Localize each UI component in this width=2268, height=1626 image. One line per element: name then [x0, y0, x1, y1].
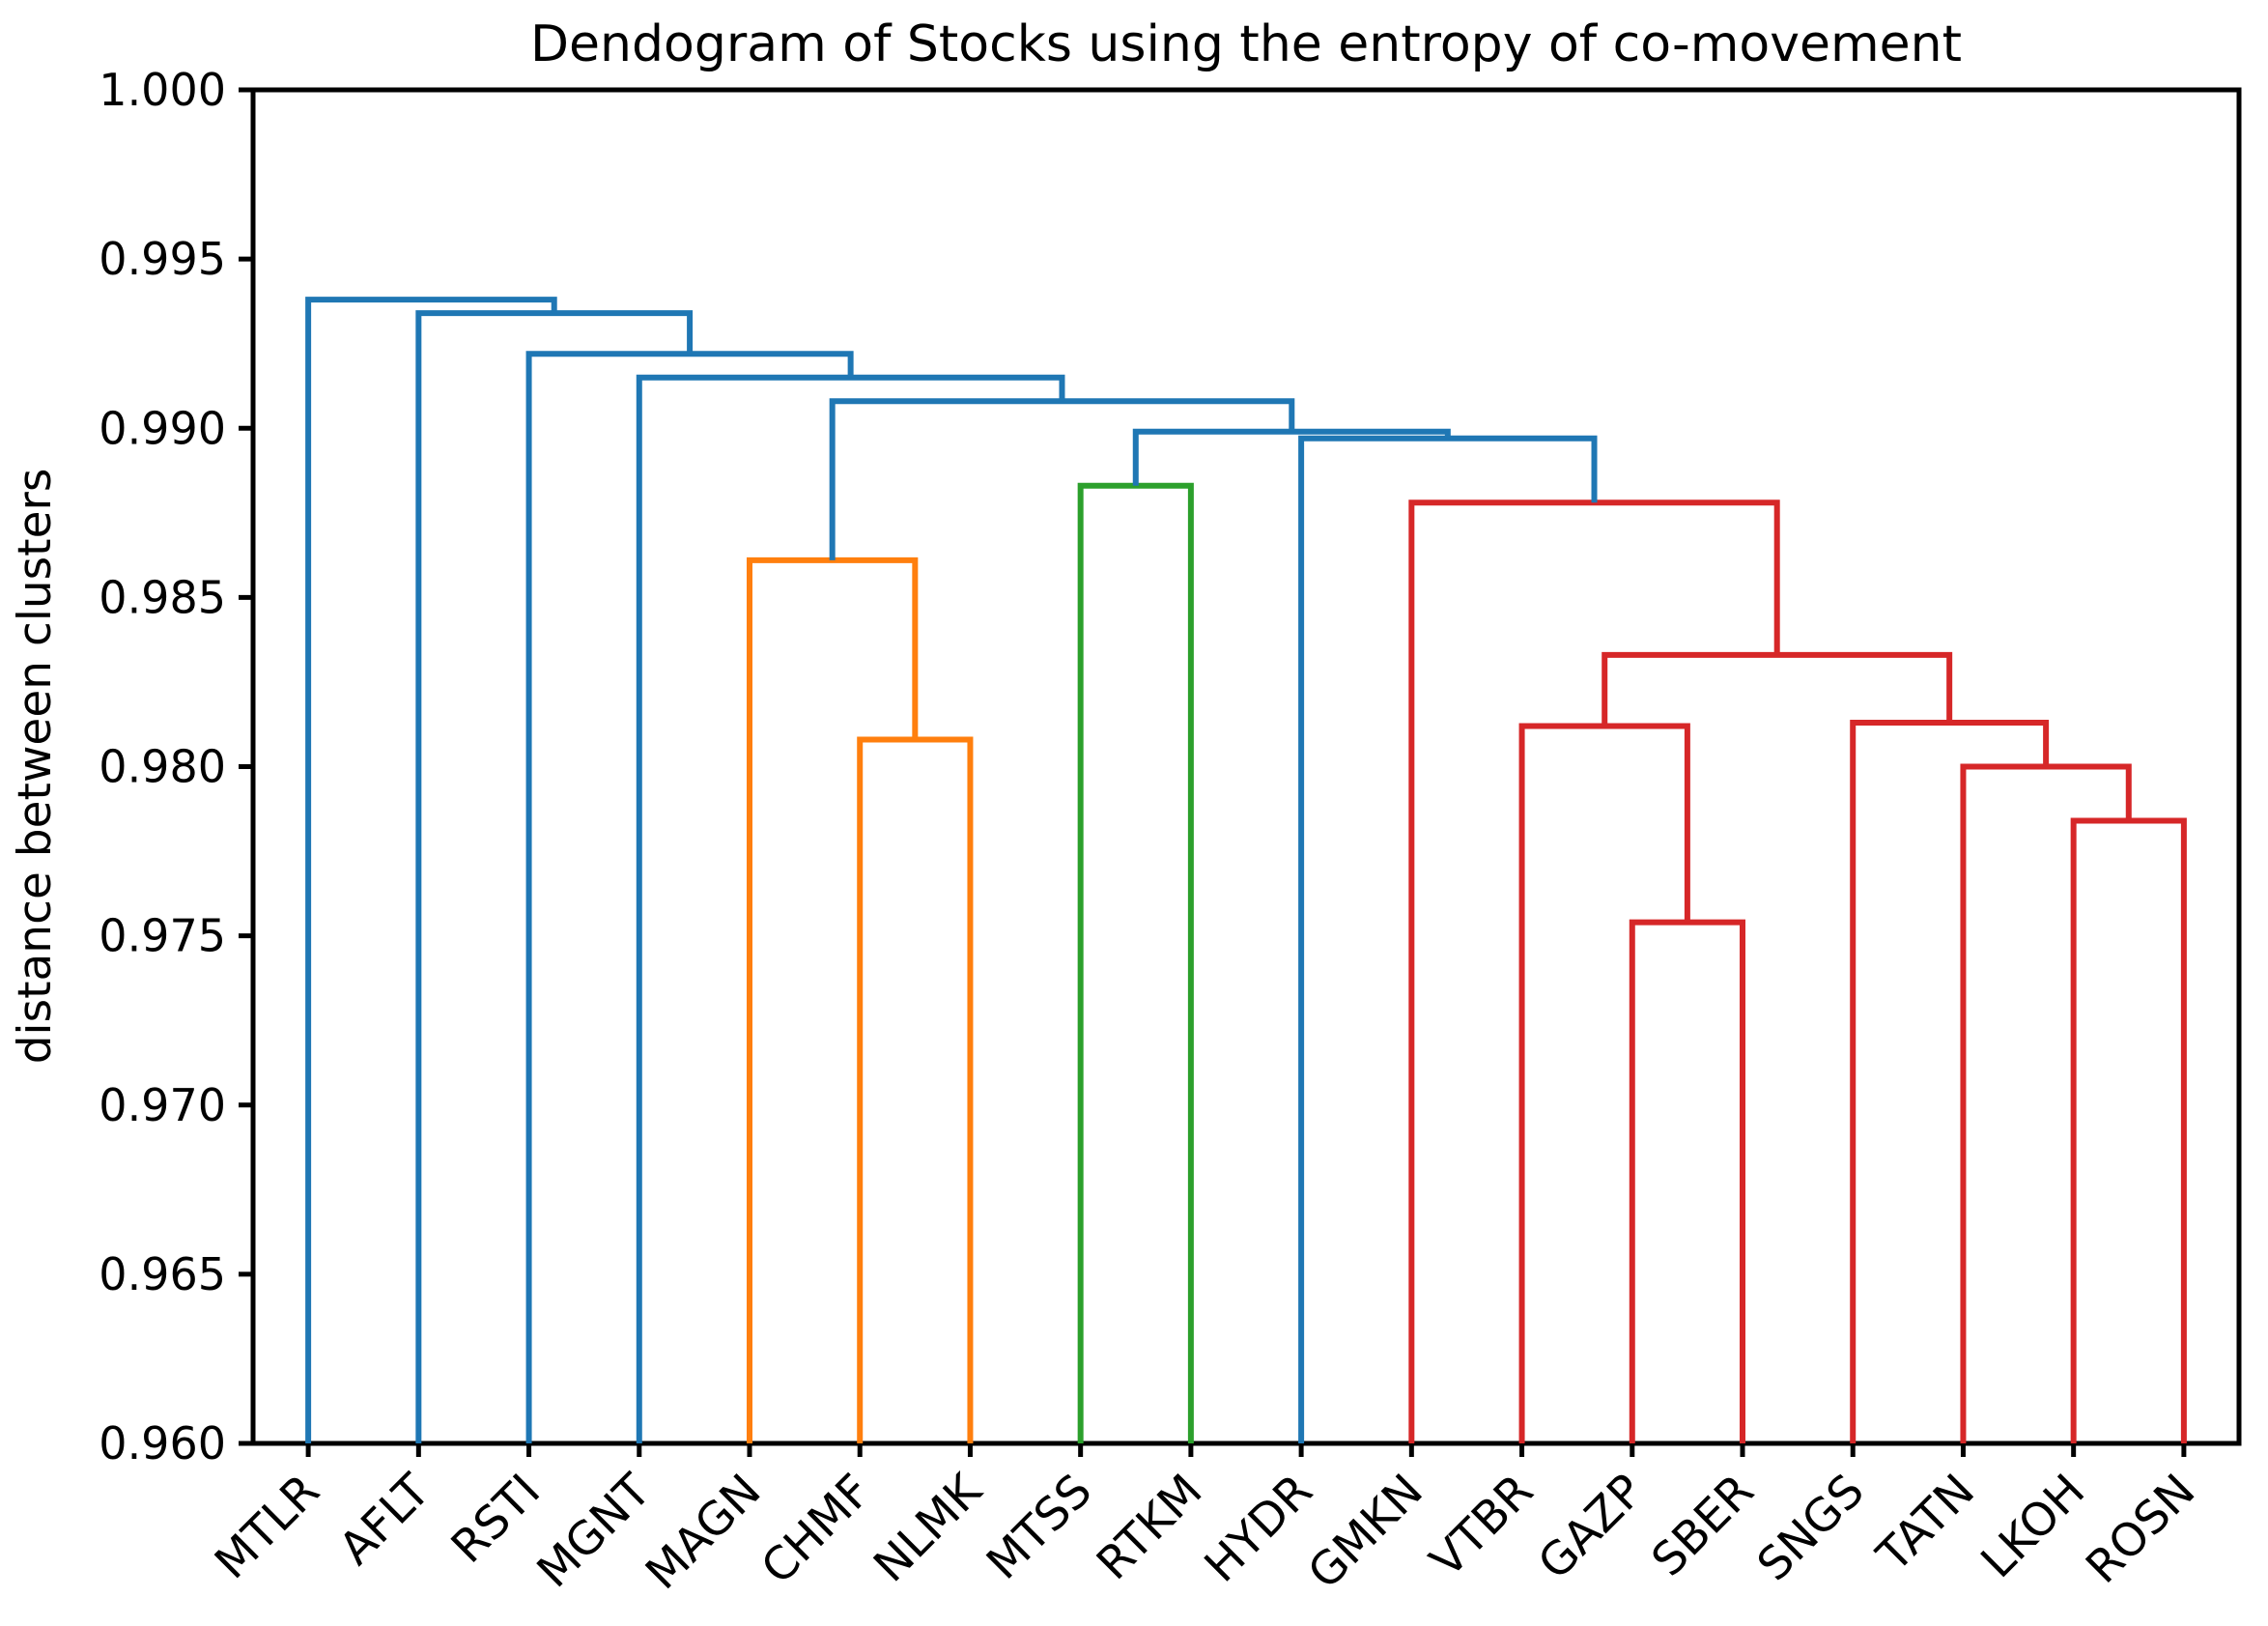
leaf-label: NLMK — [864, 1464, 993, 1593]
leaf-label: TATN — [1866, 1465, 1985, 1583]
cluster-link-red — [1408, 499, 1780, 1443]
cluster-link-blue — [1298, 435, 1598, 1443]
chart-title: Dendogram of Stocks using the entropy of… — [530, 15, 1962, 73]
cluster-link-red — [1629, 919, 1745, 1443]
cluster-link-red — [1602, 651, 1953, 727]
y-tick-label: 0.995 — [99, 233, 226, 285]
leaf-label: AFLT — [329, 1464, 440, 1575]
cluster-link-blue — [829, 398, 1295, 560]
cluster-link-red — [1960, 763, 2132, 1443]
leaf-label: CHMF — [751, 1465, 882, 1595]
cluster-link-red — [2070, 817, 2187, 1443]
leaf-label: GMKN — [1298, 1465, 1433, 1600]
y-tick-label: 0.975 — [99, 910, 226, 962]
y-tick-label: 0.990 — [99, 402, 226, 454]
leaf-label: MGNT — [527, 1464, 662, 1598]
x-axis: MTLR AFLT RSTIMGNTMAGNCHMFNLMKMTSSRTKMHYDR… — [205, 1443, 2205, 1600]
leaf-label: SNGS — [1747, 1465, 1875, 1592]
y-tick-label: 0.985 — [99, 571, 226, 623]
cluster-link-blue — [636, 374, 1065, 1443]
cluster-link-blue — [305, 297, 557, 1443]
leaf-label: ROSN — [2076, 1465, 2205, 1594]
leaf-label: SBER — [1642, 1465, 1765, 1587]
cluster-link-red — [1518, 723, 1690, 1443]
plot-border — [250, 87, 2242, 1446]
y-axis-label: distance between clusters — [9, 469, 62, 1065]
leaf-label: GAZP — [1528, 1465, 1654, 1590]
cluster-link-blue — [415, 310, 694, 1443]
cluster-link-green — [1077, 482, 1194, 1443]
y-tick-label: 0.970 — [99, 1079, 226, 1131]
y-tick-label: 1.000 — [99, 64, 226, 116]
plot-spines — [250, 87, 2242, 1446]
leaf-label: MTSS — [977, 1465, 1102, 1590]
y-tick-label: 0.980 — [99, 741, 226, 793]
leaf-label: VTBR — [1420, 1465, 1544, 1588]
dendrogram-links — [305, 297, 2187, 1443]
y-axis: 1.000 0.995 0.990 0.985 0.980 0.975 0.970 0.965… — [99, 64, 253, 1469]
cluster-link-blue — [525, 351, 854, 1443]
leaf-label: HYDR — [1195, 1465, 1323, 1593]
leaf-label: RTKM — [1087, 1465, 1212, 1590]
y-tick-label: 0.960 — [99, 1417, 226, 1469]
cluster-link-red — [1850, 719, 2050, 1443]
leaf-label: LKOH — [1971, 1465, 2096, 1589]
leaf-label: MTLR — [205, 1465, 329, 1589]
leaf-label: MAGN — [636, 1465, 771, 1600]
cluster-link-orange — [747, 556, 919, 1443]
cluster-link-orange — [857, 736, 974, 1443]
y-tick-label: 0.965 — [99, 1248, 226, 1300]
